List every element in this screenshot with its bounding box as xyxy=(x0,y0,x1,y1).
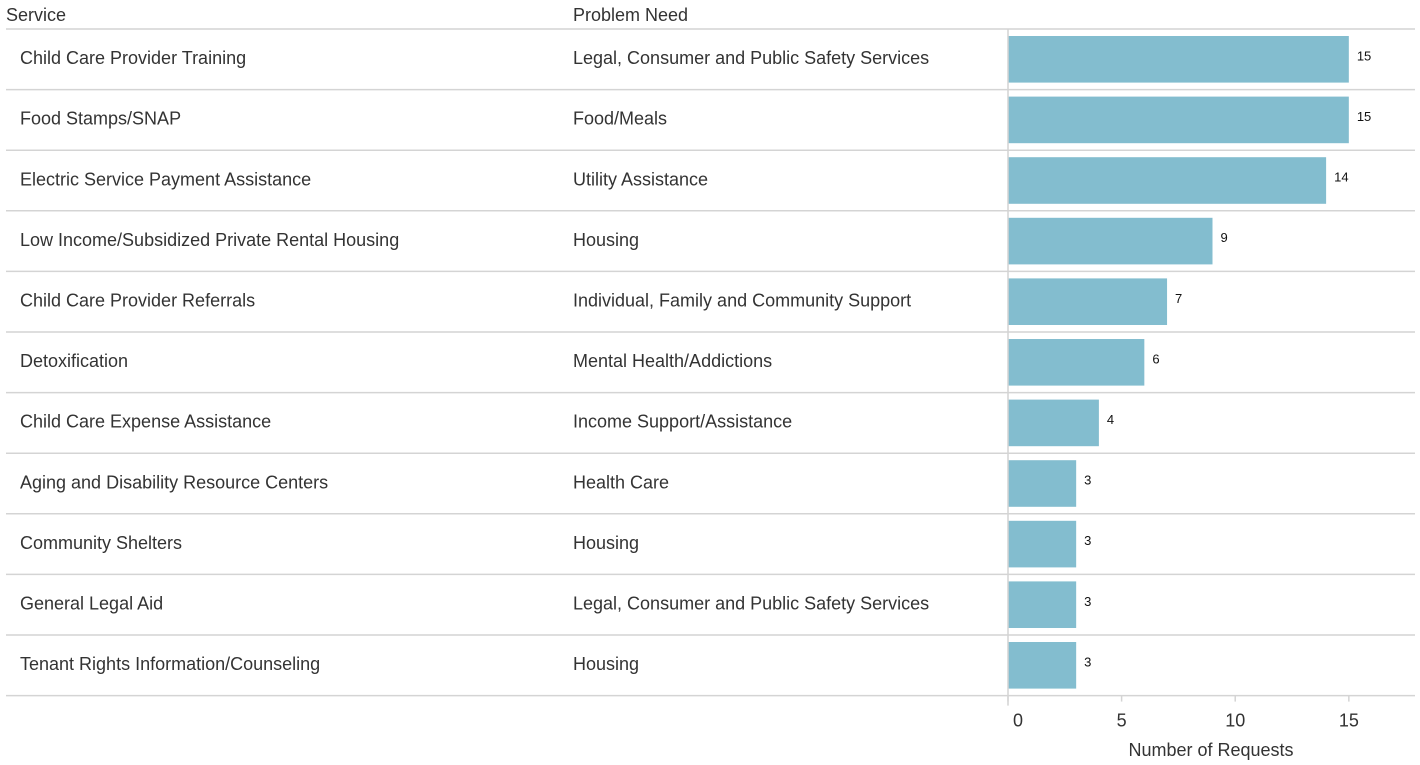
x-axis-label: Number of Requests xyxy=(1128,740,1293,760)
problem-need-label: Mental Health/Addictions xyxy=(573,351,772,371)
problem-need-label: Income Support/Assistance xyxy=(573,412,792,432)
bar xyxy=(1008,581,1077,628)
problem-need-label: Housing xyxy=(573,654,639,674)
bar xyxy=(1008,399,1099,447)
service-label: Community Shelters xyxy=(20,533,182,553)
service-label: Low Income/Subsidized Private Rental Hou… xyxy=(20,230,399,250)
value-label: 7 xyxy=(1175,291,1182,306)
value-label: 14 xyxy=(1334,170,1348,185)
x-tick-label: 10 xyxy=(1225,710,1245,730)
value-label: 6 xyxy=(1152,351,1159,366)
problem-need-label: Health Care xyxy=(573,472,669,492)
service-label: Detoxification xyxy=(20,351,128,371)
service-label: Child Care Provider Referrals xyxy=(20,290,255,310)
bar xyxy=(1008,278,1168,325)
bar xyxy=(1008,642,1077,689)
x-tick-label: 5 xyxy=(1117,710,1127,730)
bar xyxy=(1008,339,1145,386)
value-label: 3 xyxy=(1084,654,1091,669)
service-label: Aging and Disability Resource Centers xyxy=(20,472,328,492)
value-label: 4 xyxy=(1107,412,1114,427)
service-label: Electric Service Payment Assistance xyxy=(20,169,311,189)
service-label: General Legal Aid xyxy=(20,593,163,613)
service-label: Tenant Rights Information/Counseling xyxy=(20,654,320,674)
problem-need-label: Legal, Consumer and Public Safety Servic… xyxy=(573,48,929,68)
bar xyxy=(1008,36,1349,83)
value-label: 9 xyxy=(1221,230,1228,245)
service-label: Food Stamps/SNAP xyxy=(20,109,181,129)
bar xyxy=(1008,217,1213,265)
value-label: 3 xyxy=(1084,533,1091,548)
problem-need-label: Housing xyxy=(573,533,639,553)
column-header: Problem Need xyxy=(573,5,688,25)
bar xyxy=(1008,96,1349,144)
value-label: 15 xyxy=(1357,48,1371,63)
service-label: Child Care Provider Training xyxy=(20,48,246,68)
value-label: 3 xyxy=(1084,594,1091,609)
bar xyxy=(1008,520,1077,568)
column-header: Service xyxy=(6,5,66,25)
x-tick-label: 0 xyxy=(1013,710,1023,730)
service-label: Child Care Expense Assistance xyxy=(20,412,271,432)
problem-need-label: Utility Assistance xyxy=(573,169,708,189)
value-label: 3 xyxy=(1084,473,1091,488)
problem-need-label: Housing xyxy=(573,230,639,250)
value-label: 15 xyxy=(1357,109,1371,124)
x-tick-label: 15 xyxy=(1339,710,1359,730)
bar xyxy=(1008,460,1077,507)
problem-need-label: Individual, Family and Community Support xyxy=(573,290,911,310)
problem-need-label: Food/Meals xyxy=(573,109,667,129)
problem-need-label: Legal, Consumer and Public Safety Servic… xyxy=(573,593,929,613)
bar xyxy=(1008,157,1327,204)
